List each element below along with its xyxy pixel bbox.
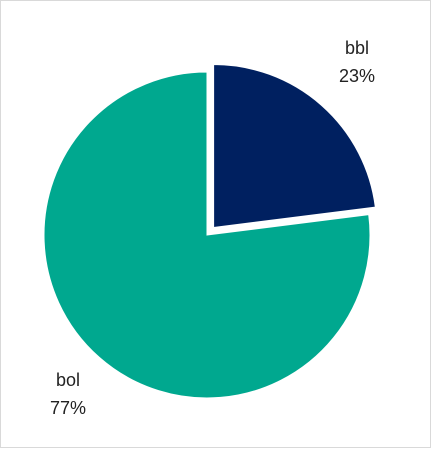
pie-slice-bol <box>43 71 371 399</box>
slice-label-bbl-name: bbl <box>345 38 369 58</box>
slice-label-bbl-percent: 23% <box>339 66 375 86</box>
pie-slices <box>43 63 376 399</box>
slice-label-bol-name: bol <box>56 370 80 390</box>
slice-label-bol-percent: 77% <box>50 398 86 418</box>
pie-slice-bbl <box>213 63 376 229</box>
pie-labels: bbl 23% bol 77% <box>50 38 375 418</box>
